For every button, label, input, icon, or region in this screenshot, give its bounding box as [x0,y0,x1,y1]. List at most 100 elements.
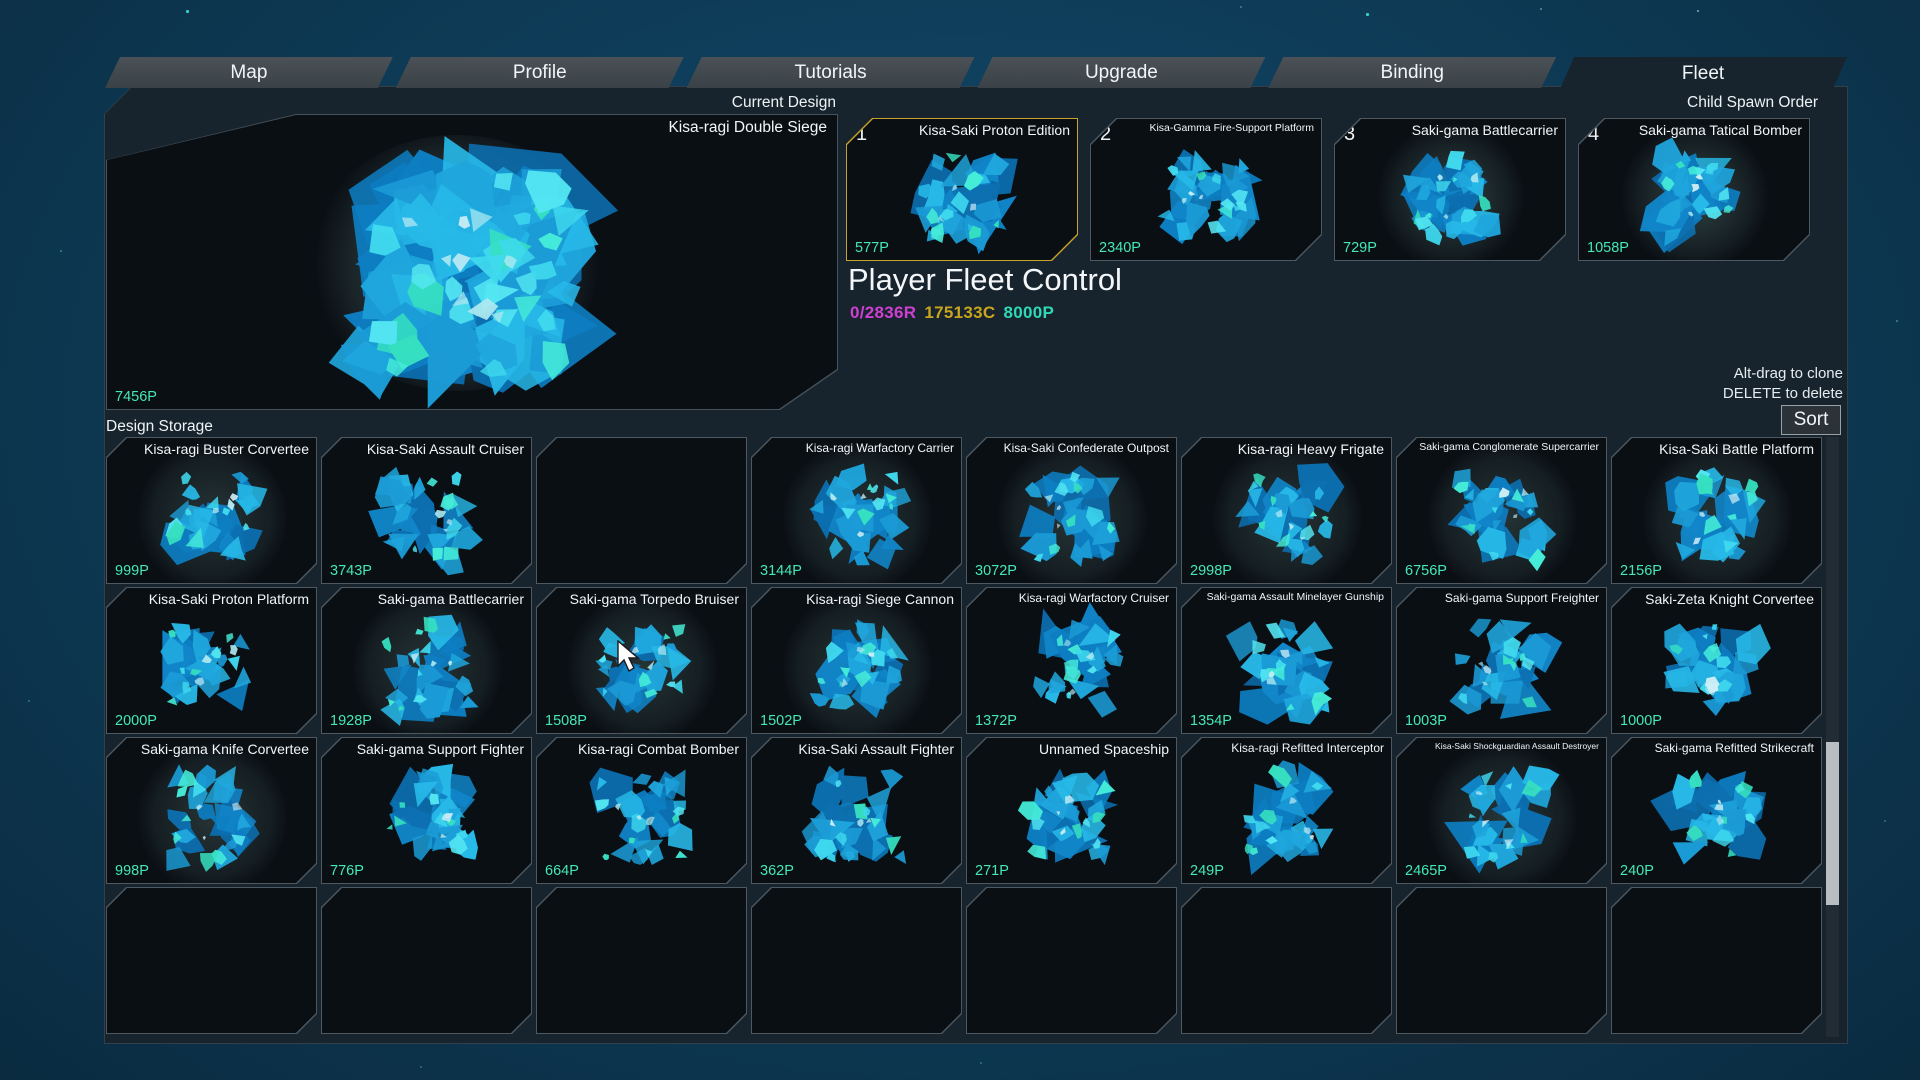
storage-slot-empty[interactable] [321,887,532,1034]
storage-card[interactable]: Saki-gama Conglomerate Supercarrier 6756P [1396,437,1607,584]
child-spawn-card-2[interactable]: 2 Kisa-Gamma Fire-Support Platform 2340P [1090,118,1322,261]
storage-card[interactable]: Saki-gama Refitted Strikecraft 240P [1611,737,1822,884]
current-design-points: 7456P [115,389,157,405]
ship-name: Kisa-Saki Assault Cruiser [366,441,524,457]
ship-points: 1000P [1620,713,1662,729]
ship-thumbnail [345,750,510,885]
storage-slot-empty[interactable] [106,887,317,1034]
tab-map[interactable]: Map [105,57,393,88]
ship-thumbnail [345,450,510,585]
ship-points: 1003P [1405,713,1447,729]
ship-points: 577P [855,240,889,256]
ship-points: 1372P [975,713,1017,729]
storage-scrollbar-track[interactable] [1826,437,1839,1037]
ship-points: 999P [115,563,149,579]
ship-thumbnail [1605,131,1786,263]
ship-name: Unnamed Spaceship [1039,741,1169,757]
storage-scrollbar-thumb[interactable] [1826,742,1839,905]
ship-points: 3072P [975,563,1017,579]
ship-points: 6756P [1405,563,1447,579]
ship-points: 240P [1620,863,1654,879]
spawn-order-number: 2 [1100,123,1112,145]
ship-points: 2156P [1620,563,1662,579]
ship-points: 3144P [760,563,802,579]
storage-slot-empty[interactable] [966,887,1177,1034]
storage-card[interactable]: Saki-Zeta Knight Corvertee 1000P [1611,587,1822,734]
storage-card[interactable]: Kisa-ragi Warfactory Cruiser 1372P [966,587,1177,734]
ship-thumbnail [990,600,1155,735]
ship-thumbnail [130,750,295,885]
ship-points: 729P [1343,240,1377,256]
ship-name: Saki-gama Conglomerate Supercarrier [1419,441,1599,453]
ship-points: 2465P [1405,863,1447,879]
storage-card[interactable]: Saki-gama Support Fighter 776P [321,737,532,884]
storage-slot-empty[interactable] [536,887,747,1034]
star-dot [60,250,62,252]
star-dot [186,10,189,13]
storage-card[interactable]: Kisa-ragi Combat Bomber 664P [536,737,747,884]
ship-thumbnail [1205,450,1370,585]
ship-name: Kisa-ragi Combat Bomber [577,741,739,757]
storage-card[interactable]: Kisa-Saki Confederate Outpost 3072P [966,437,1177,584]
ship-points: 1508P [545,713,587,729]
tab-profile[interactable]: Profile [396,57,684,88]
storage-card[interactable]: Kisa-ragi Refitted Interceptor 249P [1181,737,1392,884]
storage-slot-empty[interactable] [536,437,747,584]
storage-card[interactable]: Kisa-ragi Heavy Frigate 2998P [1181,437,1392,584]
sort-button[interactable]: Sort [1781,405,1841,435]
star-dot [1240,6,1242,8]
ship-name: Saki-gama Support Fighter [356,741,524,757]
storage-card[interactable]: Kisa-Saki Battle Platform 2156P [1611,437,1822,584]
ship-points: 1502P [760,713,802,729]
storage-card[interactable]: Kisa-Saki Proton Platform 2000P [106,587,317,734]
storage-slot-empty[interactable] [1611,887,1822,1034]
tab-binding[interactable]: Binding [1268,57,1556,88]
storage-card[interactable]: Kisa-Saki Assault Cruiser 3743P [321,437,532,584]
ship-points: 2998P [1190,563,1232,579]
storage-card[interactable]: Kisa-ragi Warfactory Carrier 3144P [751,437,962,584]
ship-name: Saki-gama Battlecarrier [377,591,524,607]
storage-card[interactable]: Kisa-Saki Shockguardian Assault Destroye… [1396,737,1607,884]
ship-points: 2340P [1099,240,1141,256]
storage-slot-empty[interactable] [751,887,962,1034]
ship-points: 249P [1190,863,1224,879]
ship-thumbnail [130,450,295,585]
spawn-order-number: 4 [1588,123,1600,145]
ship-thumbnail [990,750,1155,885]
child-spawn-card-4[interactable]: 4 Saki-gama Tatical Bomber 1058P [1578,118,1810,261]
child-spawn-card-1[interactable]: 1 Kisa-Saki Proton Edition 577P [846,118,1078,261]
ship-points: 1928P [330,713,372,729]
ship-thumbnail [1361,131,1542,263]
ship-thumbnail [1420,450,1585,585]
storage-card[interactable]: Kisa-Saki Assault Fighter 362P [751,737,962,884]
ship-thumbnail [1635,600,1800,735]
child-spawn-card-3[interactable]: 3 Saki-gama Battlecarrier 729P [1334,118,1566,261]
ship-thumbnail [775,600,940,735]
ship-name: Saki-gama Knife Corvertee [140,741,309,757]
star-dot [420,1066,422,1068]
storage-card[interactable]: Kisa-ragi Siege Cannon 1502P [751,587,962,734]
ship-name: Kisa-Saki Battle Platform [1659,441,1814,457]
resource-value-0: 0/2836R [850,303,917,322]
star-dot [1884,820,1886,822]
tab-upgrade[interactable]: Upgrade [977,57,1265,88]
ship-name: Kisa-ragi Warfactory Carrier [805,441,954,455]
tab-tutorials[interactable]: Tutorials [687,57,975,88]
clone-hint: Alt-drag to clone [1733,365,1843,382]
storage-slot-empty[interactable] [1181,887,1392,1034]
storage-card[interactable]: Saki-gama Knife Corvertee 998P [106,737,317,884]
current-design-card[interactable]: Kisa-ragi Double Siege 7456P [106,114,838,410]
ship-name: Kisa-ragi Heavy Frigate [1237,441,1384,457]
storage-card[interactable]: Unnamed Spaceship 271P [966,737,1177,884]
ship-name: Kisa-Saki Proton Edition [919,122,1070,138]
ship-thumbnail [560,600,725,735]
ship-points: 1354P [1190,713,1232,729]
storage-card[interactable]: Kisa-ragi Buster Corvertee 999P [106,437,317,584]
storage-card[interactable]: Saki-gama Support Freighter 1003P [1396,587,1607,734]
tab-fleet[interactable]: Fleet [1559,57,1847,91]
ship-thumbnail [1420,750,1585,885]
storage-slot-empty[interactable] [1396,887,1607,1034]
storage-card[interactable]: Saki-gama Assault Minelayer Gunship 1354P [1181,587,1392,734]
storage-card[interactable]: Saki-gama Battlecarrier 1928P [321,587,532,734]
